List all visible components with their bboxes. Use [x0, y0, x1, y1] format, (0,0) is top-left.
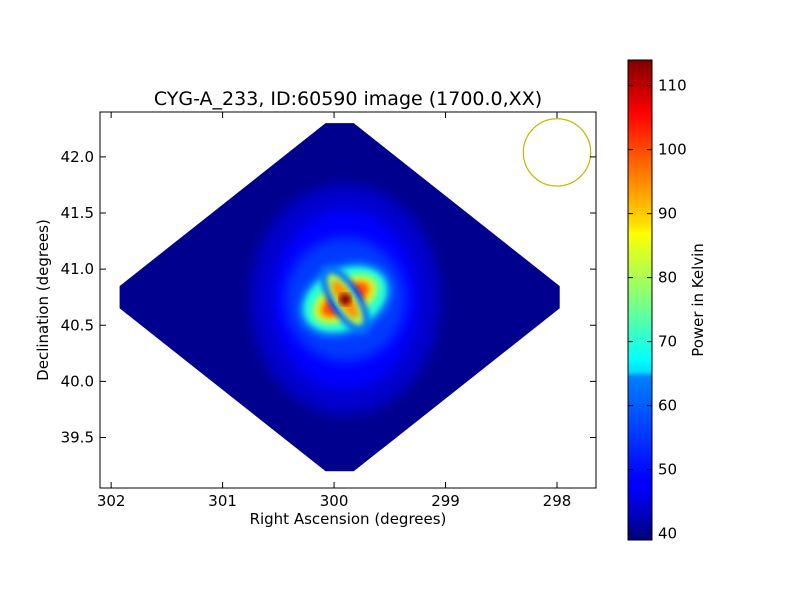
- x-tick-label: 300: [320, 492, 349, 510]
- colorbar-tick-label: 60: [658, 397, 677, 415]
- y-tick-label: 39.5: [61, 428, 94, 446]
- x-tick-label: 298: [543, 492, 572, 510]
- plot-frame: [99, 111, 597, 489]
- map-intensity-layers: [250, 184, 441, 415]
- colorbar-tick-label: 50: [658, 461, 677, 479]
- x-tick-label: 299: [431, 492, 460, 510]
- x-axis: 302 301 300 299 298: [97, 112, 571, 510]
- y-axis: 39.5 40.0 40.5 41.0 41.5 42.0: [61, 148, 596, 446]
- colorbar-tick-label: 90: [658, 205, 677, 223]
- x-tick-label: 302: [97, 492, 126, 510]
- colorbar-ticks: 40 50 60 70 80 90 100 110: [628, 77, 687, 543]
- colorbar-tick-label: 110: [658, 77, 687, 95]
- beam-circle: [522, 118, 592, 187]
- colorbar-frame: [627, 59, 653, 541]
- intensity-peak: [339, 293, 352, 306]
- colorbar-tick-label: 100: [658, 141, 687, 159]
- colorbar-gradient: [628, 60, 652, 540]
- colorbar: 40 50 60 70 80 90 100 110 Power in Kelvin: [627, 59, 707, 543]
- x-tick-label: 301: [208, 492, 237, 510]
- y-axis-label: Declination (degrees): [34, 219, 52, 381]
- y-tick-label: 40.0: [61, 372, 94, 390]
- y-tick-label: 42.0: [61, 148, 94, 166]
- y-tick-label: 40.5: [61, 316, 94, 334]
- sky-map: [119, 123, 560, 472]
- colorbar-tick-label: 40: [658, 525, 677, 543]
- y-tick-label: 41.0: [61, 260, 94, 278]
- plot-area: [119, 118, 592, 472]
- colorbar-tick-label: 80: [658, 269, 677, 287]
- colorbar-label: Power in Kelvin: [689, 243, 707, 357]
- x-axis-label: Right Ascension (degrees): [250, 510, 447, 528]
- chart-title: CYG-A_233, ID:60590 image (1700.0,XX): [154, 88, 542, 110]
- y-tick-label: 41.5: [61, 204, 94, 222]
- colorbar-tick-label: 70: [658, 333, 677, 351]
